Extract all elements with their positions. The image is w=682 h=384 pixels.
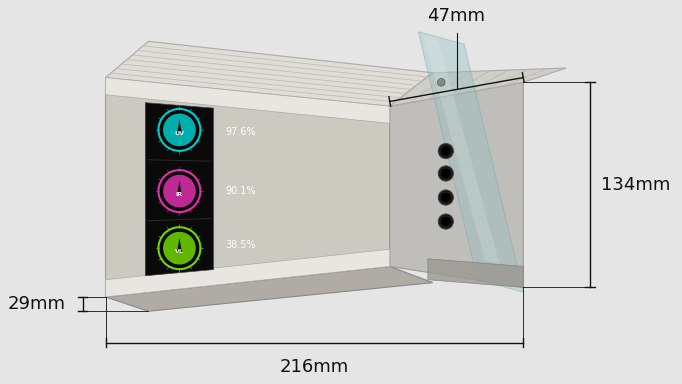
Text: IR: IR (176, 192, 183, 197)
Polygon shape (145, 103, 213, 276)
Text: 134mm: 134mm (602, 176, 671, 194)
Text: 29mm: 29mm (8, 295, 65, 313)
Circle shape (441, 193, 451, 202)
Circle shape (439, 143, 454, 159)
Polygon shape (106, 78, 389, 297)
Polygon shape (177, 119, 182, 134)
Circle shape (437, 78, 445, 86)
Circle shape (441, 146, 451, 156)
Polygon shape (423, 35, 499, 263)
Polygon shape (177, 238, 182, 252)
Circle shape (163, 114, 196, 146)
Circle shape (441, 217, 451, 226)
Text: UV: UV (175, 131, 184, 136)
Polygon shape (106, 266, 432, 311)
Polygon shape (389, 82, 523, 287)
Circle shape (439, 190, 454, 205)
Polygon shape (106, 78, 389, 123)
Text: 97.6%: 97.6% (225, 127, 256, 137)
Circle shape (441, 169, 451, 178)
Text: 90.1%: 90.1% (225, 186, 255, 196)
Polygon shape (106, 249, 389, 297)
Text: 38.5%: 38.5% (225, 240, 256, 250)
Circle shape (158, 227, 201, 269)
Circle shape (158, 109, 201, 151)
Text: 47mm: 47mm (428, 7, 486, 25)
Circle shape (439, 166, 454, 181)
Polygon shape (177, 180, 182, 195)
Circle shape (158, 170, 201, 212)
Polygon shape (106, 41, 432, 106)
Circle shape (163, 175, 196, 207)
Polygon shape (418, 32, 523, 292)
Text: VL: VL (175, 249, 184, 254)
Polygon shape (428, 259, 523, 287)
Circle shape (163, 232, 196, 265)
Circle shape (439, 214, 454, 229)
Polygon shape (389, 68, 566, 106)
Text: 216mm: 216mm (280, 358, 349, 376)
